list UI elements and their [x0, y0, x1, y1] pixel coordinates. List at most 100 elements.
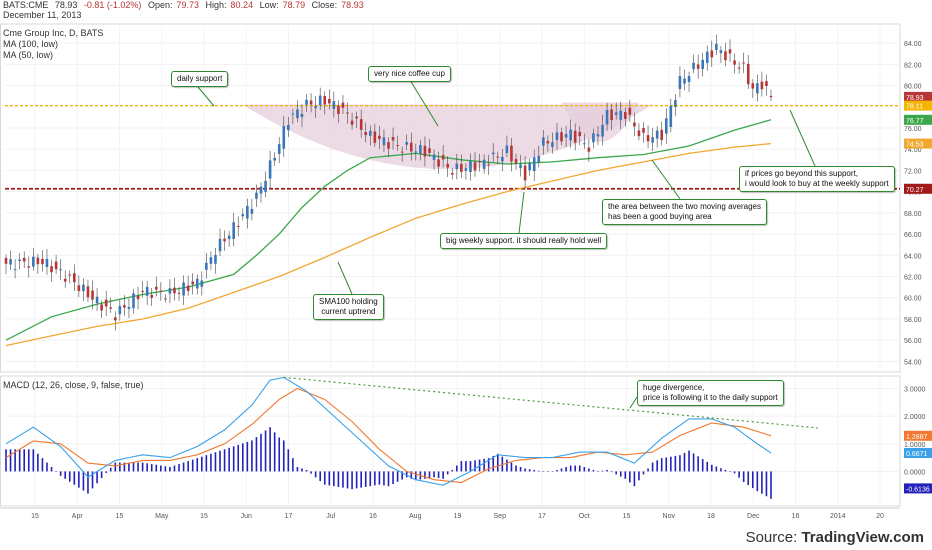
- low-value: 78.79: [282, 0, 306, 10]
- candle-body: [692, 62, 695, 70]
- candle-body: [164, 298, 167, 300]
- high-label: High:: [205, 0, 227, 10]
- macd-tick-label: 3.0000: [904, 386, 926, 393]
- candle-body: [50, 266, 53, 273]
- candlesticks: [4, 34, 773, 331]
- macd-histogram-bar: [351, 471, 353, 490]
- macd-histogram-bar: [619, 471, 622, 477]
- macd-histogram-bar: [720, 468, 722, 472]
- candle-body: [655, 130, 659, 139]
- candle-body: [205, 262, 208, 270]
- macd-histogram-bar: [592, 469, 595, 472]
- macd-histogram-bar: [137, 462, 139, 472]
- candle-body: [68, 274, 72, 276]
- time-tick-label: Dec: [747, 513, 760, 520]
- macd-histogram-bar: [241, 443, 244, 472]
- macd-histogram-bar: [711, 464, 713, 472]
- candle-body: [95, 296, 99, 304]
- price-badge: [904, 183, 932, 194]
- ma50-legend[interactable]: MA (50, low): [3, 50, 54, 60]
- candle-body: [136, 295, 140, 300]
- candle-body: [191, 281, 194, 285]
- candle-body: [542, 137, 545, 146]
- macd-histogram-bar: [310, 471, 312, 474]
- macd-histogram-bar: [415, 471, 417, 481]
- macd-histogram-bar: [551, 471, 554, 472]
- macd-histogram-bar: [173, 465, 176, 472]
- callout-sma100-line1: SMA100 holding: [319, 297, 378, 306]
- price-badge-label: 70.27: [906, 187, 924, 194]
- axes: 54.00 56.00 58.00 60.00 62.00 64.00 66.00 68.00…: [31, 41, 932, 520]
- price-badge-label: 78.11: [906, 104, 923, 111]
- candle-body: [32, 256, 35, 267]
- moving-averages: [5, 119, 772, 347]
- candle-body: [341, 102, 345, 108]
- candle-body: [373, 131, 377, 143]
- macd-histogram-bar: [355, 471, 358, 489]
- candle-body: [214, 254, 217, 264]
- macd-histogram-bar: [629, 471, 631, 483]
- macd-histogram-bar: [706, 461, 709, 472]
- macd-histogram-bar: [469, 461, 472, 472]
- candle-body: [41, 258, 44, 265]
- macd-histogram-bar: [670, 456, 672, 472]
- macd-histogram-bar: [770, 471, 772, 499]
- macd-histogram-bar: [155, 464, 158, 472]
- candle-body: [400, 151, 404, 153]
- macd-histogram-bar: [146, 463, 148, 472]
- macd-histogram-bar: [665, 457, 668, 472]
- candle-body: [378, 135, 381, 140]
- ma100-legend[interactable]: MA (100, low): [3, 39, 59, 49]
- macd-histogram-bar: [679, 455, 681, 472]
- candle-body: [91, 290, 94, 300]
- macd-histogram-bar: [114, 462, 117, 472]
- annotation-pointers: [197, 79, 816, 409]
- candle-body: [528, 163, 531, 171]
- candle-body: [409, 142, 413, 152]
- high-value: 80.24: [230, 0, 254, 10]
- candle-body: [419, 145, 422, 154]
- callout-moving-average-area: the area between the two moving averages…: [602, 199, 767, 225]
- callout-daily-support: daily support: [171, 71, 229, 87]
- candle-body: [177, 292, 181, 294]
- macd-histogram-bar: [287, 449, 290, 472]
- macd-histogram-bar: [5, 449, 7, 472]
- macd-histogram-bar: [392, 471, 394, 484]
- candle-body: [291, 113, 295, 115]
- candle-body: [719, 50, 723, 54]
- candle-body: [414, 151, 418, 153]
- candle-body: [633, 122, 636, 127]
- macd-histogram-bar: [638, 471, 640, 481]
- candle-body: [551, 142, 554, 147]
- macd-histogram-bar: [96, 471, 98, 484]
- candle-body: [555, 132, 559, 141]
- candle-body: [300, 113, 304, 118]
- time-tick-label: Nov: [663, 513, 676, 520]
- macd-histogram-bar: [150, 464, 153, 472]
- macd-histogram-bar: [273, 432, 276, 472]
- macd-legend[interactable]: MACD (12, 26, close, 9, false, true): [3, 380, 144, 390]
- macd-histogram-bar: [50, 467, 53, 472]
- candle-body: [592, 133, 595, 143]
- macd-histogram-bar: [601, 470, 604, 472]
- candle-body: [651, 137, 654, 143]
- macd-histogram-bar: [483, 458, 485, 472]
- candle-body: [368, 130, 372, 136]
- candle-body: [186, 285, 190, 291]
- price-tick-label: 58.00: [904, 317, 922, 324]
- candle-body: [701, 59, 704, 69]
- macd-histogram-bar: [342, 471, 344, 488]
- macd-histogram-bar: [692, 453, 695, 472]
- candle-body: [355, 116, 358, 119]
- candle-body: [264, 180, 267, 192]
- callout-sma100: SMA100 holding current uptrend: [313, 294, 384, 320]
- candle-body: [227, 235, 231, 240]
- macd-histogram-bar: [574, 465, 576, 472]
- macd-histogram-bar: [465, 461, 467, 472]
- candle-body: [437, 159, 440, 167]
- candle-body: [765, 81, 768, 87]
- macd-histogram-bar: [23, 449, 26, 472]
- price-tick-label: 84.00: [904, 41, 922, 48]
- macd-badge-label: 0.6671: [906, 451, 928, 458]
